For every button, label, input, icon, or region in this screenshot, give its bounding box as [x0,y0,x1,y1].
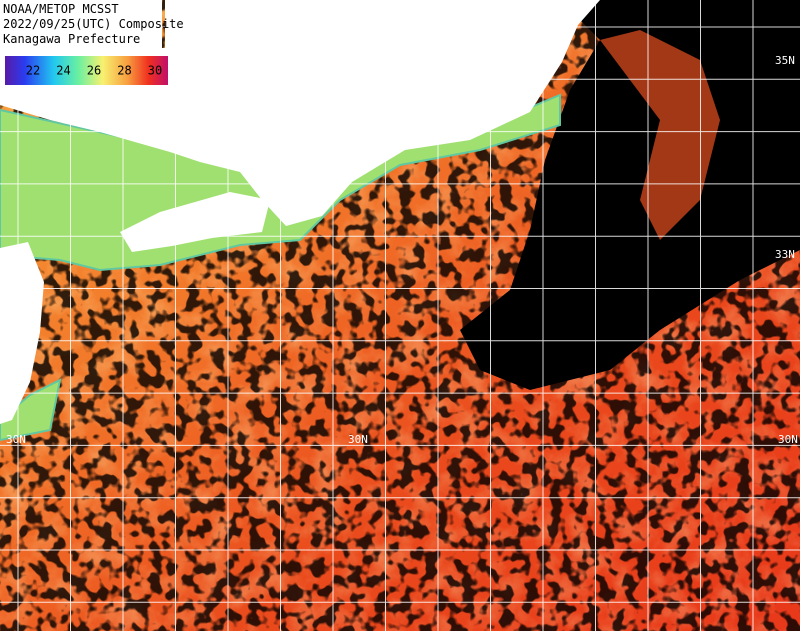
clear-patch [600,30,720,240]
grid-label: 30N [6,433,26,446]
scale-tick-label: 26 [87,64,101,78]
land-shikoku [120,192,270,252]
title-line: 2022/09/25(UTC) Composite [3,17,184,31]
land-kyushu [0,242,44,424]
grid-label: 33N [775,248,795,261]
scale-tick-label: 24 [56,64,70,78]
grid-label: 30N [348,433,368,446]
title-line: Kanagawa Prefecture [3,32,140,46]
grid-label: 30N [778,433,798,446]
grid-label: 135E [320,0,333,22]
scale-tick-label: 28 [117,64,131,78]
title-box [0,0,162,48]
scale-tick-label: 22 [26,64,40,78]
cloud-band [460,0,800,390]
grid-label: 35N [775,54,795,67]
title-line: NOAA/METOP MCSST [3,2,119,16]
color-scale-ticks: 22 24 26 28 30 [26,64,162,78]
scale-tick-label: 30 [148,64,162,78]
color-scale [5,56,168,85]
